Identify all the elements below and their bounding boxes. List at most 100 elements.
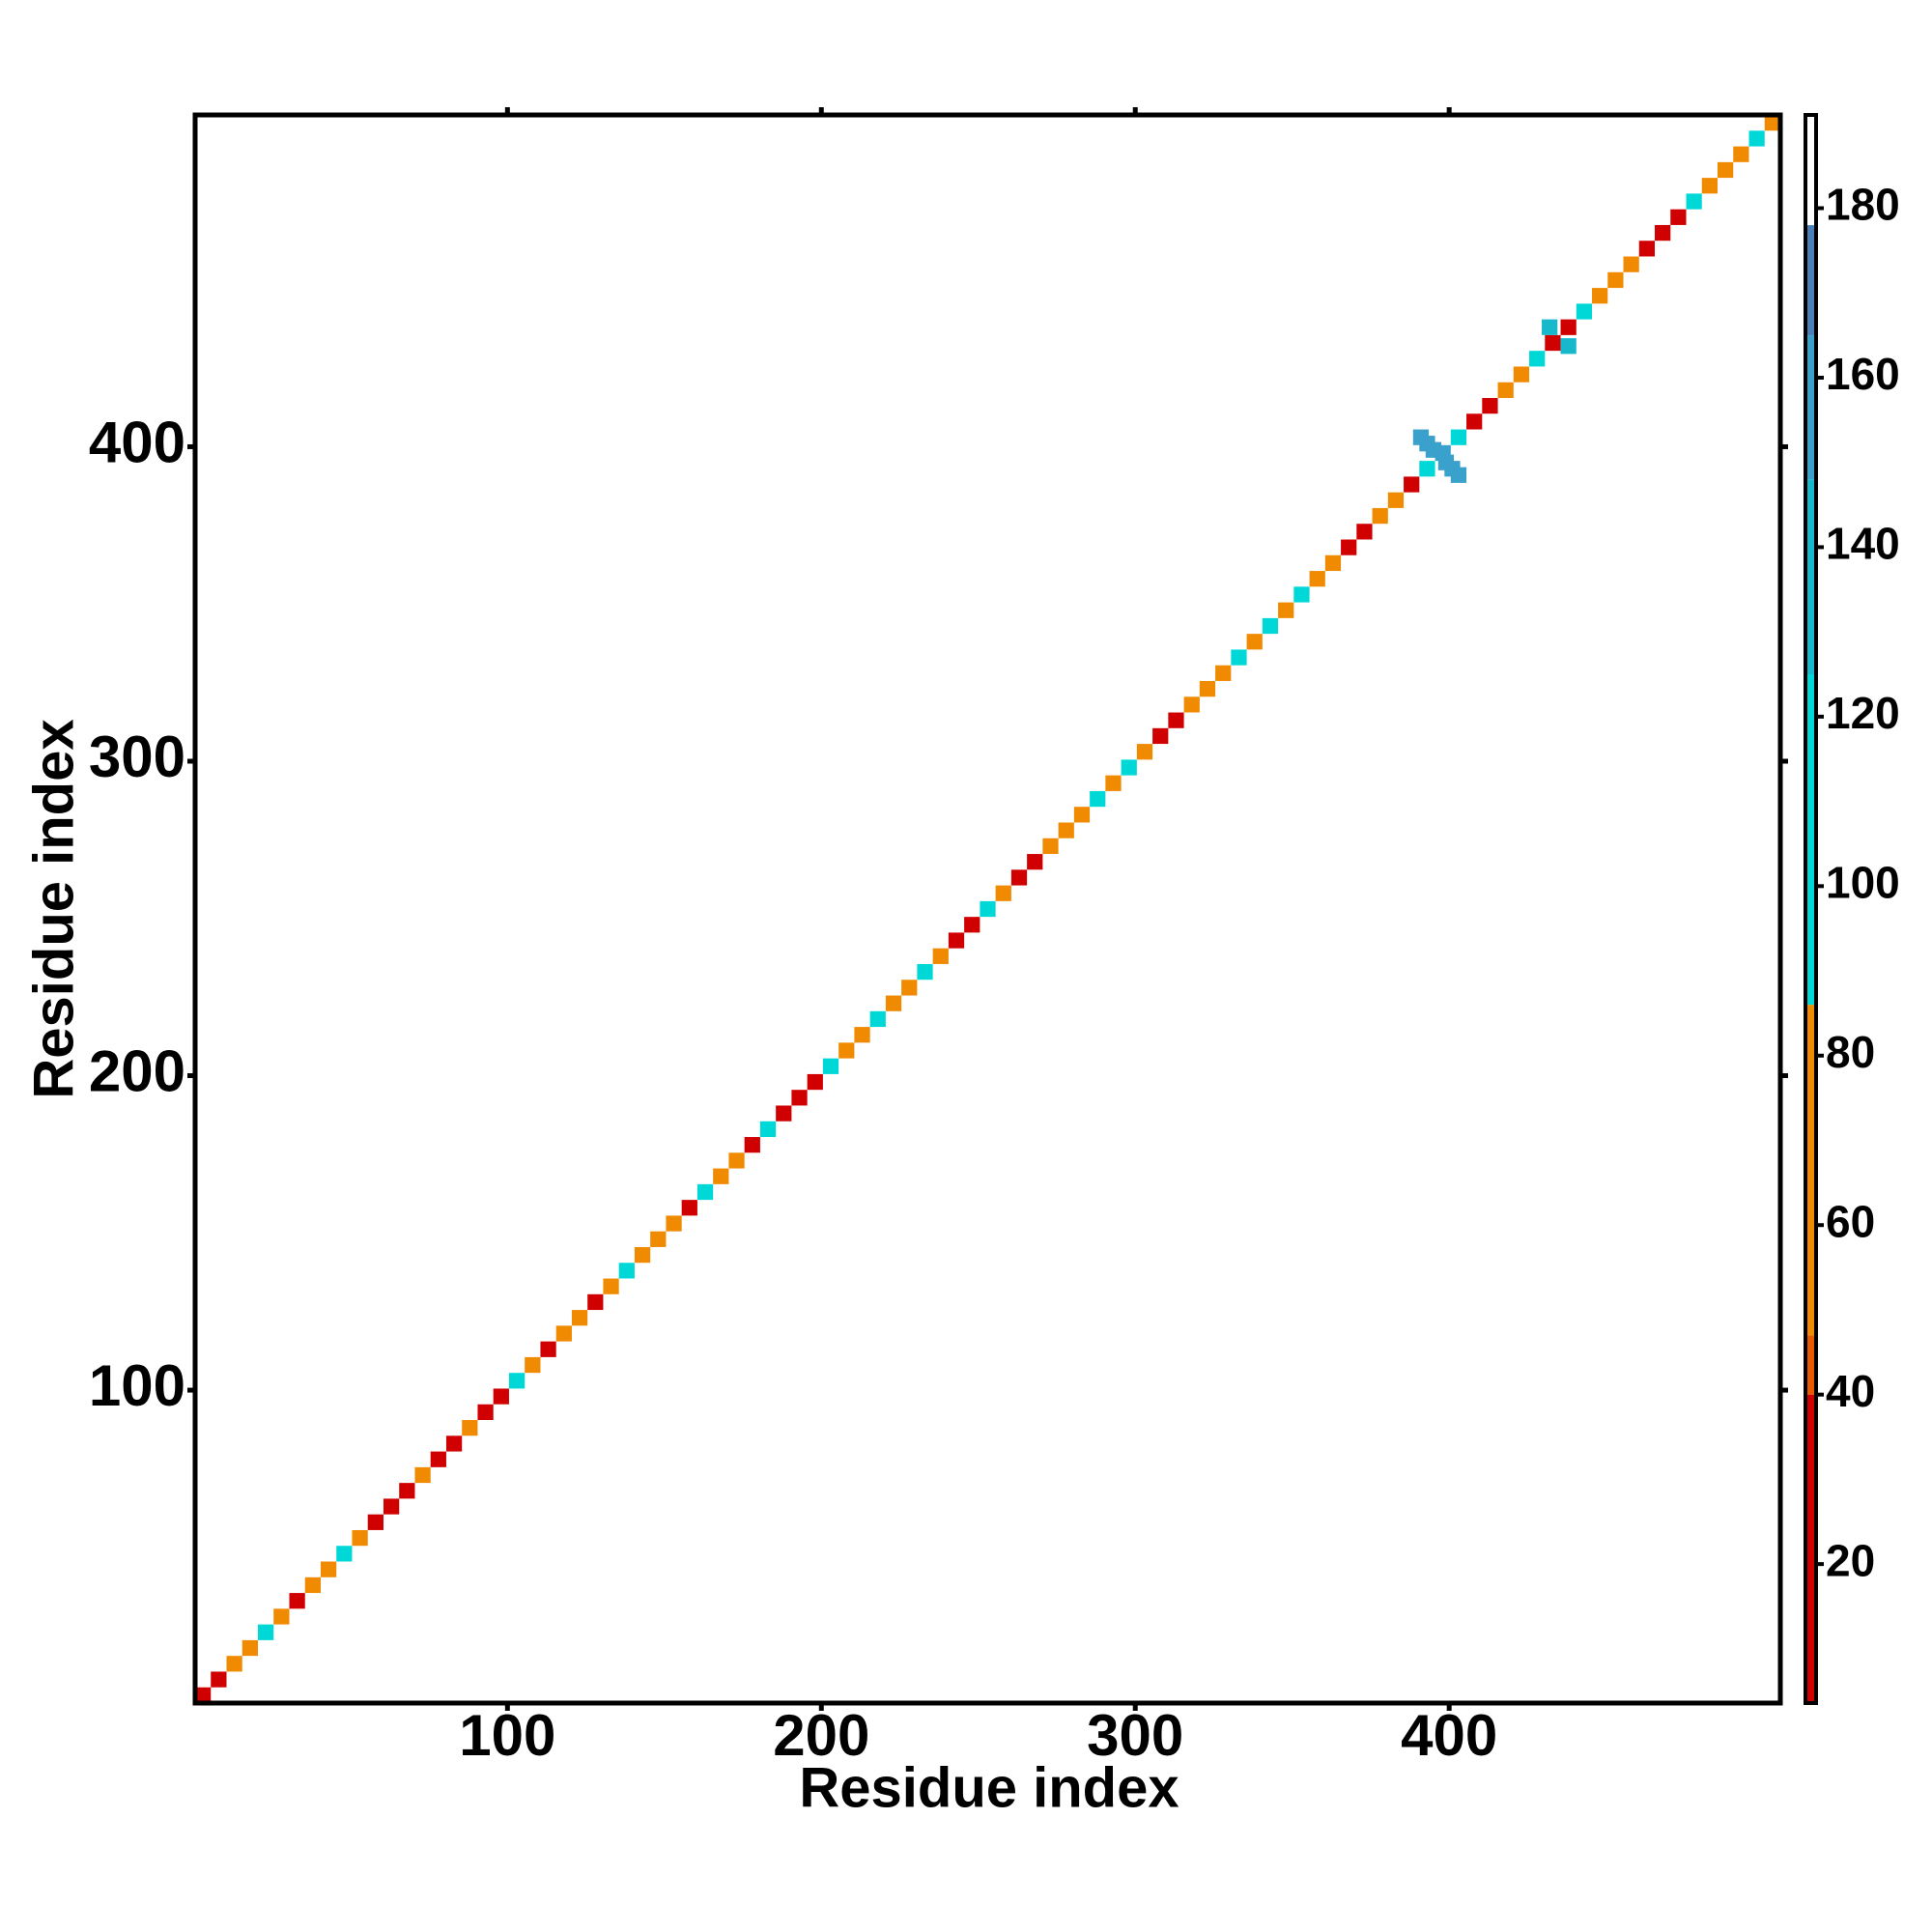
heatmap-cell	[1450, 429, 1467, 445]
heatmap-cell	[555, 1325, 572, 1342]
heatmap-cell	[1404, 476, 1420, 493]
heatmap-cell	[1073, 807, 1091, 823]
heatmap-cell	[759, 1121, 777, 1138]
heatmap-cell	[666, 1215, 682, 1232]
heatmap-cell	[1607, 271, 1624, 289]
heatmap-cell	[1638, 241, 1656, 257]
heatmap-cell	[1042, 838, 1059, 855]
heatmap-cell	[320, 1561, 337, 1577]
heatmap-cell	[289, 1593, 305, 1609]
heatmap-cell	[838, 1042, 855, 1059]
heatmap-cell	[948, 932, 965, 949]
heatmap-cell	[525, 1356, 541, 1374]
heatmap-cell	[1576, 303, 1593, 320]
x-tick-label: 400	[1401, 1703, 1497, 1768]
heatmap-cell	[1324, 554, 1342, 572]
heatmap-cell	[414, 1466, 431, 1484]
heatmap-cell	[634, 1246, 651, 1264]
colorbar-segment	[1805, 115, 1816, 226]
heatmap-cell	[980, 900, 996, 918]
heatmap-cell	[1058, 822, 1074, 838]
heatmap-cell	[618, 1263, 635, 1279]
colorbar-tick-label: 40	[1826, 1366, 1875, 1416]
heatmap-cell	[540, 1341, 556, 1357]
heatmap-cell	[1027, 854, 1043, 870]
colorbar-segment	[1805, 1394, 1816, 1703]
heatmap-cell	[493, 1388, 509, 1405]
colorbar-tick-label: 140	[1826, 519, 1900, 569]
heatmap-cell	[1482, 398, 1498, 414]
heatmap-cell	[1419, 461, 1435, 477]
heatmap-cell	[1670, 209, 1687, 225]
colorbar-segment	[1805, 1005, 1816, 1336]
colorbar-segment	[1805, 479, 1816, 674]
heatmap-cell	[1542, 319, 1558, 335]
heatmap-cell	[1748, 130, 1765, 147]
x-tick-label: 200	[773, 1703, 869, 1768]
heatmap-cell	[728, 1152, 745, 1169]
heatmap-cell	[257, 1624, 274, 1640]
heatmap-cell	[885, 995, 902, 1011]
heatmap-cell	[1764, 115, 1780, 131]
heatmap-cell	[1183, 696, 1200, 713]
colorbar-tick-label: 120	[1826, 688, 1900, 738]
heatmap-cell	[211, 1671, 227, 1688]
heatmap-cell	[1090, 790, 1106, 808]
y-tick-label: 200	[89, 1038, 185, 1103]
heatmap-cell	[304, 1577, 321, 1594]
heatmap-cell	[367, 1514, 384, 1530]
heatmap-cell	[1733, 146, 1749, 162]
heatmap-cell	[1199, 680, 1216, 697]
colorbar-segment	[1805, 335, 1816, 480]
heatmap-cell	[508, 1373, 526, 1389]
heatmap-cell	[1136, 744, 1153, 760]
y-axis-title: Residue index	[22, 719, 85, 1098]
heatmap-cell	[336, 1546, 353, 1562]
colorbar-segment	[1805, 1335, 1816, 1395]
heatmap-cell	[195, 1687, 212, 1703]
heatmap-cell	[995, 885, 1011, 901]
colorbar-tick-label: 160	[1826, 349, 1900, 399]
heatmap-cell	[1425, 441, 1442, 458]
heatmap-cell	[1560, 319, 1577, 335]
heatmap-cell	[917, 963, 933, 980]
y-tick-label: 100	[89, 1353, 185, 1418]
heatmap-cell	[1309, 571, 1325, 587]
heatmap-cell	[1623, 256, 1639, 272]
heatmap-cell	[1105, 775, 1122, 791]
heatmap-cell	[477, 1404, 494, 1420]
heatmap-cell	[1450, 467, 1467, 483]
plot-frame	[192, 112, 1783, 1706]
heatmap-cell	[807, 1073, 823, 1091]
heatmap-cell	[587, 1293, 604, 1311]
heatmap-cell	[226, 1656, 242, 1672]
heatmap-cell	[1356, 524, 1373, 540]
heatmap-cell	[696, 1183, 714, 1201]
heatmap-cell	[1529, 351, 1546, 367]
heatmap-cell	[383, 1498, 400, 1515]
heatmap-cell	[744, 1137, 760, 1153]
heatmap-cell	[1231, 649, 1247, 666]
heatmap-cell	[1262, 617, 1279, 635]
y-tick-label: 300	[89, 724, 185, 789]
heatmap-cell	[1655, 224, 1671, 242]
heatmap-cell	[430, 1451, 446, 1467]
heatmap-cell	[869, 1010, 886, 1028]
colorbar-tick-label: 80	[1826, 1027, 1875, 1077]
heatmap-cell	[1246, 634, 1263, 650]
colorbar-tick-label: 20	[1826, 1535, 1875, 1585]
heatmap-cell	[1701, 178, 1719, 194]
x-tick-label: 300	[1087, 1703, 1183, 1768]
heatmap-cell	[399, 1483, 415, 1499]
colorbar-segment	[1805, 673, 1816, 1006]
heatmap-cell	[964, 917, 980, 933]
heatmap-cell	[901, 980, 918, 996]
heatmap-cell	[462, 1420, 478, 1436]
heatmap-cell	[1372, 507, 1388, 525]
x-tick-label: 100	[459, 1703, 555, 1768]
colorbar-segment	[1805, 225, 1816, 336]
colorbar-tick-label: 60	[1826, 1196, 1875, 1246]
y-tick-label: 400	[89, 410, 185, 474]
heatmap-cell	[1121, 759, 1137, 776]
